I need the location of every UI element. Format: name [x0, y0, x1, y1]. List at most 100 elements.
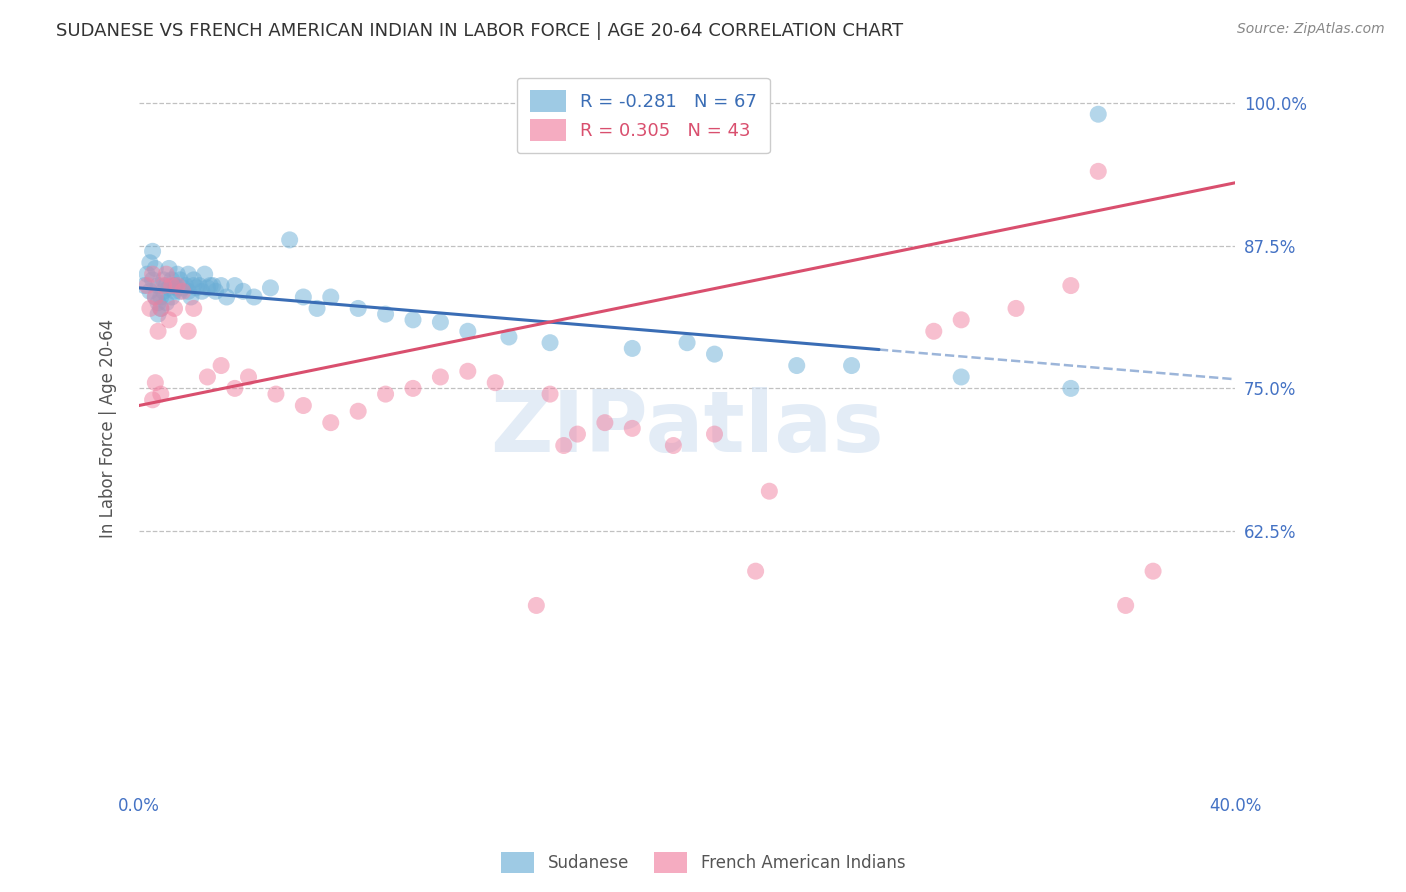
- Point: [166, 278, 188, 293]
- Y-axis label: In Labor Force | Age 20-64: In Labor Force | Age 20-64: [100, 318, 117, 538]
- Point: [160, 290, 183, 304]
- Point: [402, 381, 425, 395]
- Point: [347, 301, 370, 316]
- Point: [197, 281, 219, 295]
- Point: [143, 261, 166, 276]
- Point: [149, 301, 172, 316]
- Point: [498, 330, 520, 344]
- Point: [278, 233, 301, 247]
- Point: [215, 290, 238, 304]
- Point: [922, 324, 945, 338]
- Point: [183, 278, 205, 293]
- Point: [232, 285, 254, 299]
- Point: [201, 278, 224, 293]
- Legend: R = -0.281   N = 67, R = 0.305   N = 43: R = -0.281 N = 67, R = 0.305 N = 43: [517, 78, 769, 153]
- Point: [264, 387, 287, 401]
- Point: [319, 290, 342, 304]
- Point: [139, 256, 162, 270]
- Point: [163, 301, 186, 316]
- Text: ZIPatlas: ZIPatlas: [491, 387, 884, 470]
- Point: [194, 267, 217, 281]
- Point: [186, 281, 208, 295]
- Point: [457, 324, 479, 338]
- Point: [152, 285, 174, 299]
- Point: [429, 315, 451, 329]
- Legend: Sudanese, French American Indians: Sudanese, French American Indians: [494, 846, 912, 880]
- Point: [183, 301, 205, 316]
- Point: [163, 285, 186, 299]
- Point: [292, 399, 315, 413]
- Point: [374, 307, 396, 321]
- Point: [155, 295, 177, 310]
- Point: [1142, 564, 1164, 578]
- Point: [142, 273, 165, 287]
- Point: [841, 359, 863, 373]
- Point: [224, 278, 246, 293]
- Point: [703, 427, 725, 442]
- Point: [662, 438, 685, 452]
- Point: [177, 267, 200, 281]
- Point: [209, 359, 232, 373]
- Point: [149, 301, 172, 316]
- Point: [177, 285, 200, 299]
- Point: [142, 267, 165, 281]
- Point: [538, 335, 561, 350]
- Point: [160, 278, 183, 293]
- Point: [209, 278, 232, 293]
- Point: [172, 281, 194, 295]
- Point: [204, 285, 226, 299]
- Point: [292, 290, 315, 304]
- Point: [169, 273, 191, 287]
- Point: [259, 281, 281, 295]
- Point: [136, 278, 159, 293]
- Point: [142, 244, 165, 259]
- Point: [142, 392, 165, 407]
- Point: [1087, 107, 1109, 121]
- Point: [183, 273, 205, 287]
- Point: [191, 285, 214, 299]
- Point: [163, 278, 186, 293]
- Point: [177, 324, 200, 338]
- Point: [319, 416, 342, 430]
- Point: [139, 301, 162, 316]
- Point: [139, 285, 162, 299]
- Point: [703, 347, 725, 361]
- Point: [243, 290, 266, 304]
- Point: [198, 278, 221, 293]
- Point: [188, 278, 211, 293]
- Point: [143, 290, 166, 304]
- Point: [152, 273, 174, 287]
- Point: [157, 281, 180, 295]
- Point: [347, 404, 370, 418]
- Point: [676, 335, 699, 350]
- Point: [197, 370, 219, 384]
- Point: [402, 313, 425, 327]
- Text: SUDANESE VS FRENCH AMERICAN INDIAN IN LABOR FORCE | AGE 20-64 CORRELATION CHART: SUDANESE VS FRENCH AMERICAN INDIAN IN LA…: [56, 22, 904, 40]
- Point: [484, 376, 506, 390]
- Point: [1060, 381, 1083, 395]
- Point: [134, 278, 156, 293]
- Point: [146, 324, 169, 338]
- Point: [157, 313, 180, 327]
- Point: [149, 387, 172, 401]
- Point: [307, 301, 329, 316]
- Point: [238, 370, 260, 384]
- Point: [1005, 301, 1028, 316]
- Point: [758, 484, 780, 499]
- Point: [567, 427, 589, 442]
- Point: [553, 438, 575, 452]
- Point: [169, 285, 191, 299]
- Point: [621, 342, 644, 356]
- Point: [786, 359, 808, 373]
- Point: [160, 273, 183, 287]
- Point: [429, 370, 451, 384]
- Point: [155, 278, 177, 293]
- Point: [152, 278, 174, 293]
- Point: [146, 307, 169, 321]
- Point: [143, 376, 166, 390]
- Point: [593, 416, 616, 430]
- Point: [166, 267, 188, 281]
- Point: [180, 290, 202, 304]
- Point: [950, 313, 973, 327]
- Point: [166, 281, 188, 295]
